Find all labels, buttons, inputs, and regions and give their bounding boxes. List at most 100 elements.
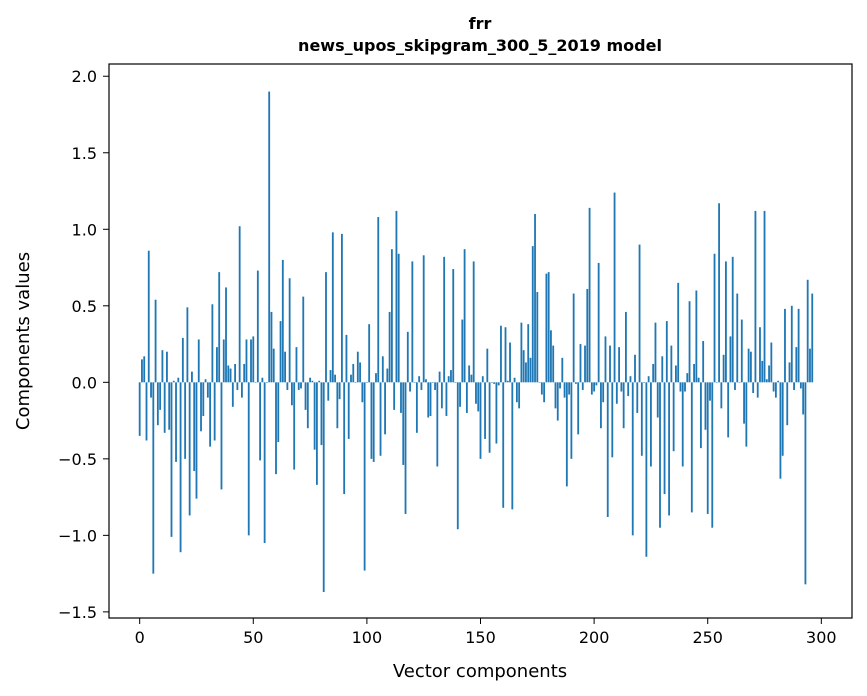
bar-182 [552,345,555,383]
bar-123 [418,376,421,383]
bar-169 [522,350,525,383]
bar-266 [743,382,745,424]
bar-95 [354,382,357,383]
bar-68 [293,382,296,470]
bar-258 [724,261,727,383]
bar-10 [161,350,164,383]
bar-84 [329,370,332,383]
bar-16 [175,382,177,462]
bar-33 [213,382,216,441]
bar-70 [297,382,300,390]
bar-207 [609,345,611,383]
bar-131 [436,382,439,467]
bar-188 [565,382,568,487]
bar-40 [229,368,232,383]
bar-4 [147,250,150,383]
bar-267 [745,382,748,447]
bar-2 [143,356,146,383]
bar-247 [699,382,702,449]
bar-85 [331,232,334,383]
bar-119 [409,382,411,392]
bar-47 [245,339,248,383]
bar-255 [718,203,720,383]
bar-73 [304,382,307,410]
bar-34 [216,347,218,383]
bar-58 [270,311,273,383]
bar-102 [370,382,373,459]
bar-271 [754,210,757,383]
bar-194 [579,344,582,383]
bar-41 [231,382,234,407]
bar-187 [563,382,566,398]
bar-25 [195,382,198,499]
y-tick-label: −1.0 [58,526,97,545]
bar-139 [454,382,457,383]
bar-268 [747,348,750,383]
bar-276 [765,379,768,383]
bar-253 [713,253,716,383]
bar-185 [559,382,561,389]
bar-270 [752,382,755,394]
bar-99 [363,382,366,571]
bar-56 [266,382,268,383]
bar-208 [611,382,614,458]
bar-24 [193,382,196,472]
bar-217 [631,382,634,536]
bar-161 [504,327,507,383]
bar-269 [749,351,752,383]
bar-133 [440,382,443,409]
bar-5 [150,382,152,398]
bar-230 [661,356,664,383]
bar-219 [636,382,639,413]
bar-190 [570,382,573,459]
bar-176 [538,382,541,383]
bar-184 [556,382,559,421]
y-tick-label: 2.0 [72,67,97,86]
bar-178 [543,382,546,403]
bar-9 [159,382,162,410]
x-tick-label: 100 [352,628,383,647]
bar-246 [697,377,700,383]
bar-37 [222,339,225,383]
bar-181 [550,330,552,383]
bar-221 [640,382,643,456]
bar-104 [375,373,377,383]
bar-30 [206,382,209,398]
bar-292 [802,382,805,415]
bar-162 [506,380,509,383]
bar-242 [688,301,691,383]
bar-196 [584,345,586,383]
bar-274 [761,360,764,383]
bar-142 [461,319,464,383]
bar-239 [681,382,684,467]
bar-67 [291,382,293,406]
bar-261 [731,256,734,383]
bar-15 [172,380,175,383]
bar-121 [413,382,416,383]
bar-3 [145,382,148,441]
bar-126 [425,379,427,383]
bar-57 [268,91,271,383]
bar-218 [634,354,636,383]
bar-54 [261,377,264,383]
bar-6 [152,382,155,574]
bar-285 [786,382,789,426]
y-axis-label: Components values [13,252,34,430]
x-tick-label: 250 [692,628,723,647]
bar-76 [311,380,314,383]
chart-title-line-1: frr [469,14,492,33]
bar-111 [390,249,393,383]
bar-244 [693,363,695,383]
x-tick-label: 200 [579,628,610,647]
bar-0 [138,382,141,436]
bar-262 [734,382,736,390]
bar-94 [352,363,355,383]
bar-264 [738,382,741,383]
bar-27 [200,382,202,432]
bar-249 [704,382,707,430]
bar-44 [238,226,241,383]
bar-1 [141,359,143,383]
bar-206 [606,382,609,517]
